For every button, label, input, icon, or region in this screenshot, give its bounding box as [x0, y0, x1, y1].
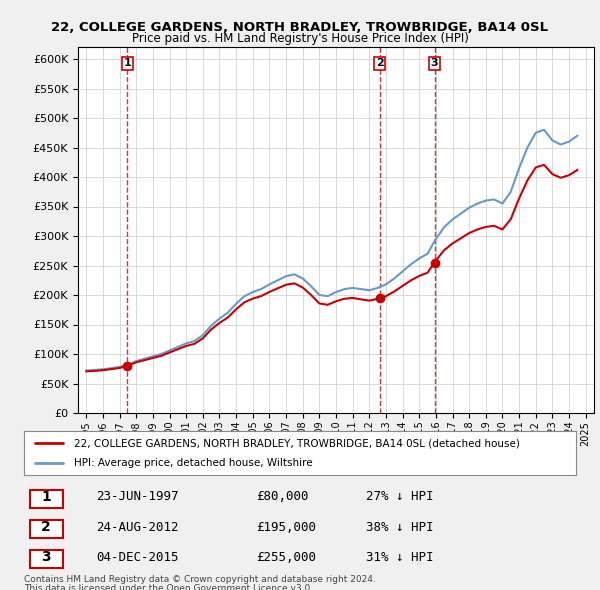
Text: 2: 2 — [41, 520, 51, 534]
Text: 2: 2 — [376, 58, 384, 68]
Text: 22, COLLEGE GARDENS, NORTH BRADLEY, TROWBRIDGE, BA14 0SL (detached house): 22, COLLEGE GARDENS, NORTH BRADLEY, TROW… — [74, 438, 520, 448]
Text: Price paid vs. HM Land Registry's House Price Index (HPI): Price paid vs. HM Land Registry's House … — [131, 32, 469, 45]
Text: Contains HM Land Registry data © Crown copyright and database right 2024.: Contains HM Land Registry data © Crown c… — [24, 575, 376, 584]
Text: £195,000: £195,000 — [256, 520, 316, 533]
FancyBboxPatch shape — [29, 550, 62, 568]
Text: £80,000: £80,000 — [256, 490, 308, 503]
FancyBboxPatch shape — [29, 520, 62, 538]
Text: 31% ↓ HPI: 31% ↓ HPI — [366, 550, 434, 564]
Text: 22, COLLEGE GARDENS, NORTH BRADLEY, TROWBRIDGE, BA14 0SL: 22, COLLEGE GARDENS, NORTH BRADLEY, TROW… — [52, 21, 548, 34]
Text: 1: 1 — [41, 490, 51, 504]
Text: 38% ↓ HPI: 38% ↓ HPI — [366, 520, 434, 533]
Text: 3: 3 — [41, 550, 51, 564]
Text: 24-AUG-2012: 24-AUG-2012 — [96, 520, 178, 533]
FancyBboxPatch shape — [29, 490, 62, 508]
Text: HPI: Average price, detached house, Wiltshire: HPI: Average price, detached house, Wilt… — [74, 458, 313, 467]
Text: 27% ↓ HPI: 27% ↓ HPI — [366, 490, 434, 503]
Text: 23-JUN-1997: 23-JUN-1997 — [96, 490, 178, 503]
Text: £255,000: £255,000 — [256, 550, 316, 564]
Text: 04-DEC-2015: 04-DEC-2015 — [96, 550, 178, 564]
Text: This data is licensed under the Open Government Licence v3.0.: This data is licensed under the Open Gov… — [24, 584, 313, 590]
Text: 3: 3 — [431, 58, 439, 68]
Text: 1: 1 — [124, 58, 131, 68]
